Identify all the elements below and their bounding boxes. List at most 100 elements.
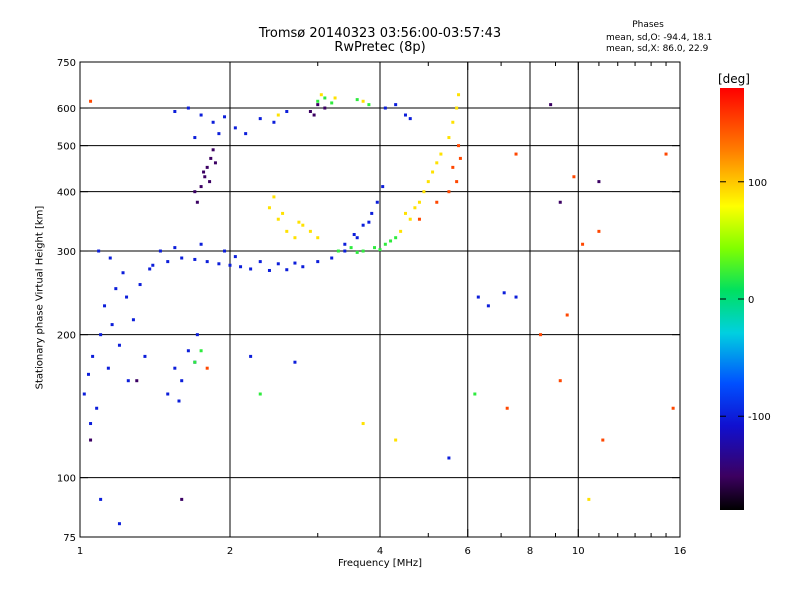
phase-panel-title: Phases	[632, 20, 664, 30]
data-point	[671, 406, 675, 410]
data-point	[301, 265, 305, 269]
data-point	[223, 249, 227, 253]
data-point	[285, 109, 289, 113]
data-point	[91, 354, 95, 358]
data-point	[336, 249, 340, 253]
data-point	[361, 422, 365, 426]
data-point	[99, 497, 103, 501]
data-point	[565, 313, 569, 317]
data-point	[367, 220, 371, 224]
data-point	[106, 366, 110, 370]
data-point	[370, 211, 374, 215]
data-point	[455, 180, 459, 184]
data-point	[664, 152, 668, 156]
data-point	[202, 170, 206, 174]
data-point	[514, 152, 518, 156]
data-point	[97, 249, 101, 253]
data-point	[244, 132, 248, 136]
data-point	[308, 109, 312, 113]
data-point	[208, 180, 212, 184]
data-point	[89, 99, 93, 103]
data-point	[143, 354, 147, 358]
y-tick-label: 600	[57, 104, 76, 115]
data-point	[166, 260, 170, 264]
data-point	[597, 180, 601, 184]
data-point	[249, 267, 253, 271]
data-point	[333, 96, 337, 100]
data-point	[597, 229, 601, 233]
x-tick-label: 2	[227, 546, 233, 557]
data-point	[375, 200, 379, 204]
data-point	[110, 323, 114, 327]
data-point	[193, 136, 197, 140]
data-point	[587, 497, 591, 501]
data-point	[272, 120, 276, 124]
data-point	[394, 236, 398, 240]
y-tick-label: 200	[57, 331, 76, 342]
data-point	[373, 246, 377, 250]
data-point	[319, 93, 323, 97]
data-point	[308, 229, 312, 233]
data-point	[151, 263, 155, 267]
data-point	[217, 262, 221, 266]
data-point	[457, 144, 461, 148]
data-point	[581, 242, 585, 246]
y-tick-label: 400	[57, 188, 76, 199]
data-point	[205, 260, 209, 264]
data-point	[228, 263, 232, 267]
data-point	[502, 291, 506, 295]
data-point	[473, 392, 477, 396]
data-point	[281, 211, 285, 215]
data-point	[276, 113, 280, 117]
data-point	[193, 257, 197, 261]
data-point	[114, 287, 118, 291]
data-point	[312, 113, 316, 117]
data-point	[82, 392, 86, 396]
data-point	[355, 236, 359, 240]
data-point	[417, 200, 421, 204]
data-point	[435, 161, 439, 165]
data-point	[316, 103, 320, 107]
data-point	[272, 195, 276, 199]
data-point	[343, 249, 347, 253]
x-tick-label: 1	[77, 546, 83, 557]
data-point	[297, 220, 301, 224]
data-point	[330, 101, 334, 105]
data-point	[148, 267, 152, 271]
data-point	[403, 211, 407, 215]
data-point	[285, 268, 289, 272]
colorbar-unit-label: [deg]	[718, 72, 750, 86]
data-point	[258, 117, 262, 121]
data-point	[572, 175, 576, 179]
data-point	[394, 103, 398, 107]
data-point	[549, 103, 553, 107]
data-point	[89, 422, 93, 426]
axis-ticks: 1 2 4 6 8 10 16 75 100 200 300 400 500 600 750	[57, 58, 686, 557]
data-point	[352, 233, 356, 237]
data-point	[121, 271, 125, 275]
data-point	[455, 106, 459, 110]
data-point	[95, 406, 99, 410]
data-point	[223, 115, 227, 119]
data-point	[99, 333, 103, 337]
phase-stat-o: mean, sd,O: -94.4, 18.1	[606, 33, 713, 43]
data-point	[180, 379, 184, 383]
data-point	[399, 229, 403, 233]
data-point	[408, 117, 412, 121]
data-point	[394, 438, 398, 442]
data-point	[135, 379, 139, 383]
data-point	[426, 180, 430, 184]
data-point	[316, 236, 320, 240]
data-point	[233, 255, 237, 259]
x-tick-label: 8	[527, 546, 533, 557]
data-point	[539, 333, 543, 337]
x-axis-label: Frequency [MHz]	[337, 558, 423, 569]
data-point	[316, 260, 320, 264]
grid-lines	[80, 62, 680, 537]
chart-title: Tromsø 20140323 03:56:00-03:57:43	[258, 26, 502, 41]
data-point	[330, 256, 334, 260]
data-point	[86, 372, 90, 376]
data-point	[193, 360, 197, 364]
data-point	[173, 366, 177, 370]
data-point	[422, 190, 426, 194]
